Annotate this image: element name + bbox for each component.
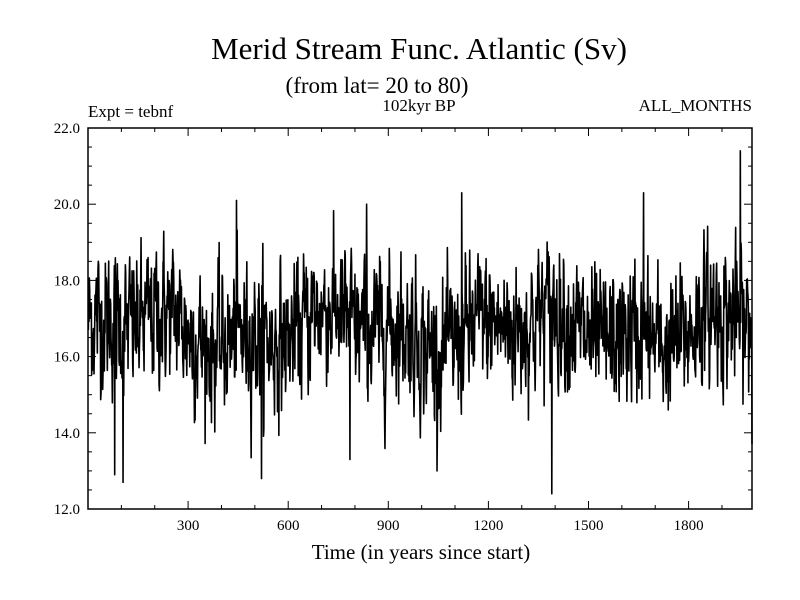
x-tick-label: 1800 [674, 518, 704, 534]
experiment-label: Expt = tebnf [88, 102, 173, 121]
x-tick-label: 1500 [574, 518, 604, 534]
period-label: 102kyr BP [382, 96, 455, 115]
x-tick-label: 1200 [473, 518, 503, 534]
chart-subtitle: (from lat= 20 to 80) [286, 73, 469, 98]
x-axis-label: Time (in years since start) [312, 540, 531, 564]
x-tick-label: 300 [177, 518, 200, 534]
series-line [87, 150, 753, 495]
y-tick-label: 14.0 [54, 426, 80, 442]
axis-layer: 300 600 900 1200 1500 1800 12.0 14.0 16.0 18.0 20.… [54, 121, 752, 534]
y-tick-label: 22.0 [54, 121, 80, 137]
chart-title: Merid Stream Func. Atlantic (Sv) [211, 31, 627, 66]
plot-frame [87, 127, 753, 510]
x-tick-label: 600 [277, 518, 300, 534]
months-label: ALL_MONTHS [639, 96, 752, 115]
y-tick-label: 12.0 [54, 502, 80, 518]
y-tick-label: 16.0 [54, 350, 80, 366]
y-tick-label: 20.0 [54, 197, 80, 213]
y-tick-label: 18.0 [54, 273, 80, 289]
series-layer [87, 150, 753, 495]
x-tick-label: 900 [377, 518, 400, 534]
